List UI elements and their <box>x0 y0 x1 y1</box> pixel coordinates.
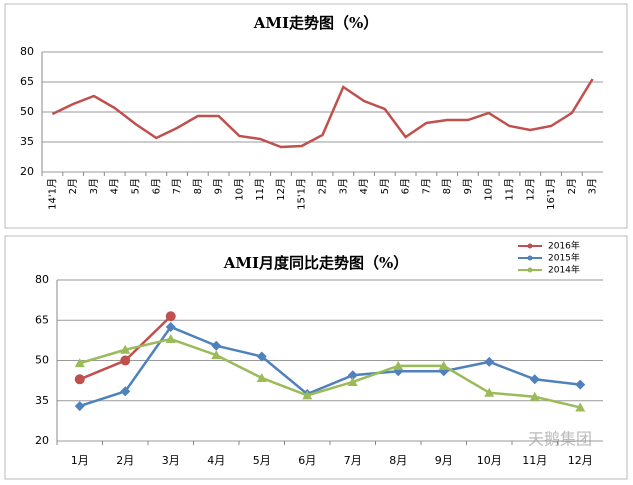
marker <box>211 340 222 351</box>
x-tick-label: 8月 <box>389 454 407 467</box>
panel-1 <box>4 3 628 229</box>
y-tick-label: 35 <box>20 135 34 148</box>
marker <box>211 350 222 360</box>
x-tick-label: 3月 <box>88 178 100 194</box>
x-tick-label: 7月 <box>171 178 183 194</box>
x-tick-label: 5月 <box>253 454 271 467</box>
marker <box>529 374 540 385</box>
x-tick-label: 11月 <box>522 454 547 467</box>
x-tick-label: 9月 <box>213 178 225 194</box>
marker <box>165 311 176 322</box>
chart-title: AMI走势图（%） <box>253 14 379 32</box>
x-tick-label: 3月 <box>162 454 180 467</box>
legend-label: 2016年 <box>548 240 580 252</box>
y-tick-label: 65 <box>20 75 34 88</box>
x-tick-label: 2月 <box>116 454 134 467</box>
x-tick-label: 2月 <box>67 178 79 194</box>
x-tick-label: 6月 <box>298 454 316 467</box>
x-tick-label: 8月 <box>192 178 204 194</box>
x-tick-label: 5月 <box>130 178 142 194</box>
x-tick-label: 11月 <box>504 178 516 201</box>
x-tick-label: 6月 <box>150 178 162 194</box>
y-tick-label: 80 <box>35 273 49 286</box>
x-tick-label: 11月 <box>254 178 266 201</box>
x-tick-label: 3月 <box>587 178 599 194</box>
y-tick-label: 20 <box>35 434 49 447</box>
x-tick-label: 5月 <box>379 178 391 194</box>
x-tick-label: 9月 <box>462 178 474 194</box>
marker <box>302 390 313 400</box>
x-tick-label: 16'1月 <box>545 178 557 210</box>
x-tick-label: 7月 <box>420 178 432 194</box>
marker <box>484 356 495 367</box>
series-line <box>79 337 581 409</box>
marker <box>484 387 495 397</box>
x-tick-label: 14'1月 <box>46 178 58 210</box>
x-tick-label: 9月 <box>435 454 453 467</box>
x-tick-label: 12月 <box>568 454 593 467</box>
marker <box>165 321 176 332</box>
marker <box>165 334 176 344</box>
marker <box>393 360 404 370</box>
x-tick-label: 12月 <box>524 178 536 201</box>
series-line <box>79 325 581 408</box>
x-tick-label: 4月 <box>109 178 121 194</box>
watermark: 天鹅集团 <box>528 430 592 449</box>
marker <box>74 358 85 368</box>
y-tick-label: 20 <box>20 165 34 178</box>
x-tick-label: 10月 <box>233 178 245 201</box>
x-tick-label: 3月 <box>337 178 349 194</box>
marker <box>438 360 449 370</box>
marker <box>120 355 131 366</box>
series-line <box>51 78 594 149</box>
x-tick-label: 6月 <box>400 178 412 194</box>
y-tick-label: 35 <box>35 394 49 407</box>
marker <box>256 351 267 362</box>
marker <box>256 372 267 382</box>
x-tick-label: 10月 <box>477 454 502 467</box>
legend-marker <box>527 255 533 261</box>
x-tick-label: 2月 <box>317 178 329 194</box>
marker <box>575 402 586 412</box>
y-tick-label: 50 <box>35 354 49 367</box>
x-tick-label: 1月 <box>71 454 89 467</box>
chart-title: AMI月度同比走势图（%） <box>223 254 409 272</box>
legend-marker <box>527 267 533 273</box>
x-tick-label: 10月 <box>483 178 495 201</box>
x-tick-label: 2月 <box>566 178 578 194</box>
marker <box>347 376 358 386</box>
marker <box>575 379 586 390</box>
marker <box>120 344 131 354</box>
legend-marker <box>527 243 533 249</box>
x-tick-label: 15'1月 <box>296 178 308 210</box>
y-tick-label: 80 <box>20 45 34 58</box>
marker <box>74 401 85 412</box>
y-tick-label: 50 <box>20 105 34 118</box>
marker <box>120 386 131 397</box>
x-tick-label: 12月 <box>275 178 287 201</box>
y-tick-label: 65 <box>35 313 49 326</box>
marker <box>529 391 540 401</box>
x-tick-label: 7月 <box>344 454 362 467</box>
legend-label: 2015年 <box>548 252 580 264</box>
x-tick-label: 4月 <box>358 178 370 194</box>
panel-2 <box>4 235 628 480</box>
marker <box>74 374 85 385</box>
x-tick-label: 4月 <box>207 454 225 467</box>
legend-label: 2014年 <box>548 264 580 276</box>
marker <box>347 370 358 381</box>
x-tick-label: 8月 <box>441 178 453 194</box>
